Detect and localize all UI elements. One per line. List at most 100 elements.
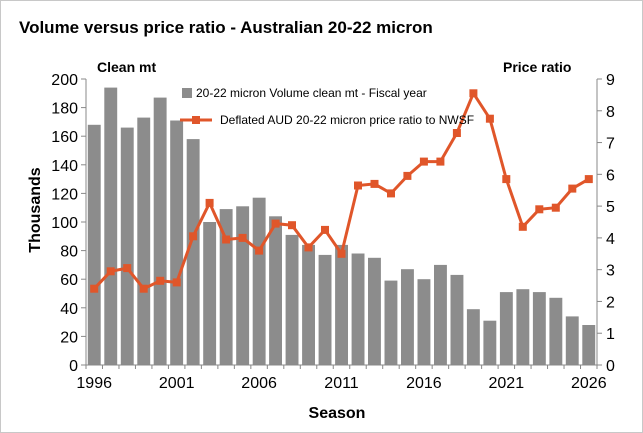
volume-bar [351,253,365,365]
price-ratio-point [387,189,395,198]
price-ratio-point [370,179,379,188]
left-tick-label: 60 [60,272,78,289]
left-tick-label: 0 [69,358,78,375]
volume-bar [401,269,414,365]
price-ratio-point [139,284,148,293]
price-ratio-point [321,225,329,234]
price-ratio-point [436,157,445,166]
right-tick-label: 8 [606,104,615,121]
volume-bar [186,139,200,365]
price-ratio-point [419,157,428,166]
y-axis-label: Thousands [27,167,44,252]
volume-bar [516,289,530,365]
price-ratio-point [452,129,461,137]
left-tick-label: 160 [51,129,78,146]
volume-bar [170,120,184,365]
price-ratio-point [535,205,544,214]
left-tick-label: 80 [60,244,78,261]
price-ratio-point [551,203,560,212]
volume-bar [368,257,381,366]
price-ratio-point [584,175,593,184]
legend-swatch-price-marker [192,116,200,124]
volume-bar [532,292,546,365]
volume-bars [87,87,596,366]
right-tick-label: 3 [606,263,615,280]
price-ratio-point [222,235,231,244]
price-ratio-point [172,278,181,287]
price-ratio-point [304,243,313,252]
volume-bar [252,197,266,365]
left-tick-label: 120 [51,186,78,203]
right-tick-label: 7 [606,136,615,153]
price-ratio-point [337,249,346,258]
left-tick-label: 200 [51,72,78,89]
price-ratio-point [485,114,494,123]
price-ratio-point [518,222,527,231]
price-ratio-point [502,175,511,184]
legend-label-volume: 20-22 micron Volume clean mt - Fiscal ye… [196,86,427,100]
price-ratio-point [123,264,132,273]
price-ratio-point [469,89,478,98]
price-ratio-point [189,232,198,241]
price-ratio-point [106,267,115,276]
left-tick-label: 40 [60,301,78,318]
axes: 0 20 40 60 80 100 120 140 160 180 200 0 1 2 3 4 5 6 7 8 9 199… [51,72,615,392]
volume-bar [285,234,299,365]
x-tick-label: 2016 [406,375,442,392]
volume-bar [203,222,217,365]
chart-title: Volume versus price ratio - Australian 2… [19,18,433,37]
right-tick-label: 4 [606,231,615,248]
volume-bar [466,309,480,365]
x-tick-label: 2021 [489,375,525,392]
volume-bar [104,87,118,365]
left-tick-label: 20 [60,329,78,346]
right-tick-label: 0 [606,358,615,375]
price-ratio-line [90,89,593,293]
price-ratio-point [354,181,362,190]
volume-bar [318,254,332,365]
x-tick-label: 2006 [241,375,277,392]
volume-bar [549,297,563,365]
volume-bar [87,124,101,365]
volume-bar [434,264,447,365]
volume-bar [499,292,513,365]
volume-bar [417,279,431,365]
price-ratio-point [238,233,247,242]
x-tick-label: 2001 [159,375,195,392]
volume-bar [384,280,398,365]
right-tick-label: 1 [606,326,615,343]
volume-bar [450,274,464,365]
price-ratio-point [288,221,296,230]
x-tick-label: 2011 [324,375,359,392]
volume-bar [483,320,497,365]
legend-swatch-volume [182,88,192,98]
price-ratio-point [568,184,577,193]
volume-bar [269,216,282,365]
price-ratio-point [90,284,99,293]
volume-bar [302,244,315,365]
right-tick-label: 2 [606,294,615,311]
x-tick-label: 1996 [76,375,112,392]
right-tick-label: 5 [606,199,615,216]
volume-bar [335,244,348,365]
x-axis-label: Season [309,405,366,422]
volume-bar [582,325,596,365]
legend-label-price: Deflated AUD 20-22 micron price ratio to… [220,113,474,127]
left-tick-label: 140 [51,158,78,175]
price-ratio-point [271,219,280,228]
price-ratio-point [205,198,214,207]
left-tick-label: 100 [51,215,78,232]
volume-bar [236,206,250,365]
left-axis-caption: Clean mt [97,59,156,75]
right-tick-label: 6 [606,167,615,184]
x-tick-label: 2026 [571,375,607,392]
price-ratio-point [156,276,165,285]
left-tick-label: 180 [51,101,78,118]
volume-bar [219,209,233,365]
right-tick-label: 9 [606,72,615,89]
volume-bar [153,97,167,365]
legend: 20-22 micron Volume clean mt - Fiscal ye… [180,86,474,127]
price-ratio-point [403,171,412,180]
right-axis-caption: Price ratio [503,59,571,75]
